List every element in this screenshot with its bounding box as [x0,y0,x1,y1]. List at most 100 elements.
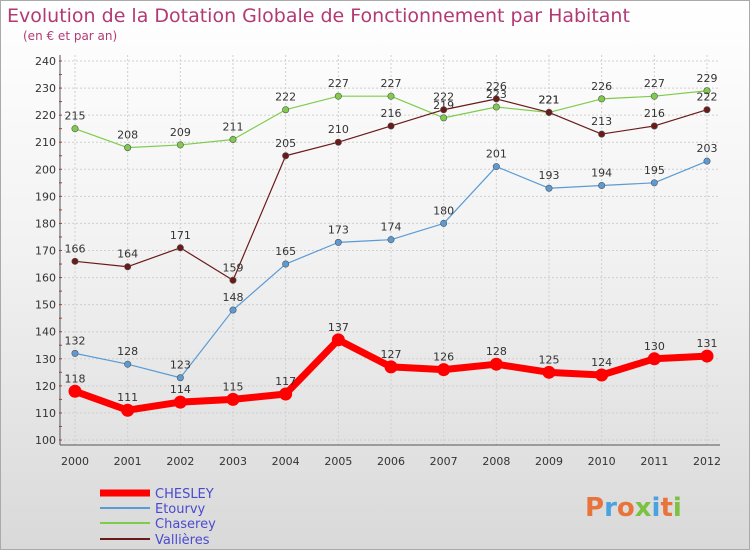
data-point-valli-res [387,122,395,130]
series-line-etourvy [74,160,708,379]
data-point-valli-res [703,106,711,114]
data-label-chesley: 118 [65,372,86,385]
data-label-chesley: 126 [433,351,454,364]
data-point-valli-res [492,95,500,103]
data-point-chaserey [282,106,290,114]
data-point-valli-res [124,263,132,271]
data-point-etourvy [176,374,184,382]
data-label-chaserey: 208 [117,129,138,142]
x-tick-label: 2012 [693,455,721,468]
y-tick-label: 210 [35,136,56,149]
x-tick-label: 2011 [640,455,668,468]
data-label-chaserey: 227 [644,77,665,90]
data-label-chaserey: 209 [170,126,191,139]
data-point-etourvy [492,163,500,171]
data-point-chaserey [334,92,342,100]
y-tick-label: 200 [35,163,56,176]
data-label-etourvy: 128 [117,345,138,358]
data-label-etourvy: 180 [433,204,454,217]
data-label-chesley: 124 [591,356,612,369]
data-label-chaserey: 222 [275,91,296,104]
data-point-etourvy [124,360,132,368]
data-label-chesley: 137 [328,321,349,334]
data-point-chesley [173,395,187,409]
data-label-etourvy: 193 [539,169,560,182]
data-label-chesley: 131 [697,337,718,350]
data-point-etourvy [650,179,658,187]
data-label-chesley: 111 [117,391,138,404]
data-point-chesley [700,349,714,363]
x-tick-label: 2009 [535,455,563,468]
data-label-chesley: 114 [170,383,191,396]
y-tick-label: 150 [35,299,56,312]
data-label-valli-res: 159 [223,261,244,274]
data-point-etourvy [229,306,237,314]
data-label-etourvy: 132 [65,334,86,347]
data-point-chesley [542,365,556,379]
y-tick-label: 160 [35,272,56,285]
data-point-chaserey [229,136,237,144]
data-point-chaserey [703,87,711,95]
data-label-chesley: 117 [275,375,296,388]
data-label-chesley: 125 [539,353,560,366]
x-tick-label: 2007 [430,455,458,468]
data-point-chesley [68,384,82,398]
data-label-valli-res: 222 [433,91,454,104]
data-point-chesley [279,387,293,401]
data-label-etourvy: 148 [223,291,244,304]
data-label-etourvy: 123 [170,359,191,372]
data-label-valli-res: 222 [697,91,718,104]
data-point-chesley [647,352,661,366]
data-label-chaserey: 227 [381,77,402,90]
x-tick-label: 2004 [272,455,300,468]
data-point-valli-res [71,257,79,265]
data-point-etourvy [440,219,448,227]
data-point-chaserey [71,125,79,133]
data-point-valli-res [545,108,553,116]
chart-subtitle: (en € et par an) [23,29,118,43]
data-point-valli-res [334,138,342,146]
data-label-valli-res: 210 [328,123,349,136]
data-label-valli-res: 221 [539,93,560,106]
data-label-chesley: 115 [223,380,244,393]
data-label-valli-res: 213 [591,115,612,128]
data-label-valli-res: 226 [486,80,507,93]
y-tick-label: 180 [35,217,56,230]
data-label-chesley: 130 [644,340,665,353]
data-label-chaserey: 211 [223,121,244,134]
data-point-valli-res [650,122,658,130]
data-label-valli-res: 205 [275,137,296,150]
data-label-etourvy: 173 [328,223,349,236]
data-point-chaserey [650,92,658,100]
y-tick-label: 130 [35,353,56,366]
data-label-etourvy: 165 [275,245,296,258]
data-point-chesley [331,333,345,347]
data-point-valli-res [176,244,184,252]
data-point-etourvy [387,236,395,244]
data-point-chesley [226,392,240,406]
data-point-etourvy [334,238,342,246]
data-label-valli-res: 216 [644,107,665,120]
data-point-etourvy [703,157,711,165]
data-point-chaserey [124,144,132,152]
legend-label-chaserey: Chaserey [155,517,216,532]
data-point-chesley [121,403,135,417]
data-point-chaserey [387,92,395,100]
data-label-chaserey: 215 [65,110,86,123]
y-tick-label: 170 [35,245,56,258]
y-tick-label: 240 [35,55,56,68]
data-label-etourvy: 174 [381,221,402,234]
data-label-etourvy: 195 [644,164,665,177]
data-label-chesley: 127 [381,348,402,361]
data-label-valli-res: 171 [170,229,191,242]
data-point-chesley [384,360,398,374]
data-label-etourvy: 194 [591,167,612,180]
x-tick-label: 2010 [588,455,616,468]
x-tick-label: 2008 [482,455,510,468]
data-point-valli-res [598,130,606,138]
legend-label-chesley: CHESLEY [155,487,214,502]
brand-logo: Proxiti [585,493,682,523]
data-point-chaserey [176,141,184,149]
y-tick-label: 140 [35,326,56,339]
